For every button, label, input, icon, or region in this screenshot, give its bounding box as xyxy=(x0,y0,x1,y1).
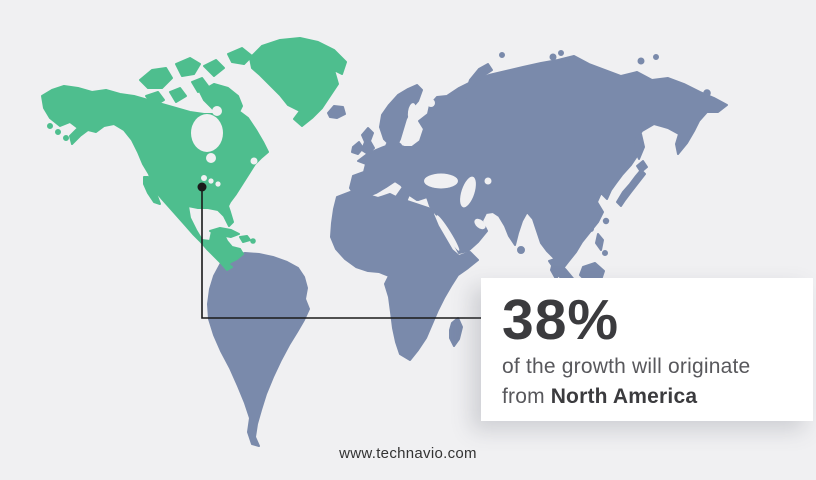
stat-callout-card: 38% of the growth will originate from Nor… xyxy=(481,278,813,421)
stat-region-name: North America xyxy=(550,385,698,408)
region-scandinavia xyxy=(379,84,423,146)
great-lake-1 xyxy=(201,175,207,181)
island-arctic-5 xyxy=(637,57,645,65)
island-philippines xyxy=(595,233,604,251)
stat-description-line2: from North America xyxy=(502,382,813,412)
island-hispaniola xyxy=(239,235,251,243)
callout-connector xyxy=(197,182,481,319)
island-aleutian-3 xyxy=(63,135,69,141)
island-arctic-6 xyxy=(653,54,659,60)
baltic-sea xyxy=(401,120,417,146)
hudson-bay xyxy=(191,114,223,152)
island-cuba xyxy=(209,227,240,238)
white-sea xyxy=(427,99,435,107)
island-wrangel xyxy=(703,89,711,97)
region-ireland xyxy=(351,141,364,155)
connector-line xyxy=(201,187,481,319)
island-aleutian-2 xyxy=(55,129,61,135)
island-novaya-zemlya xyxy=(465,63,493,99)
island-arctic-ca-3 xyxy=(169,87,187,103)
map-inland-water-base xyxy=(401,99,492,251)
region-south-america xyxy=(207,252,310,447)
stat-description-prefix: from xyxy=(502,385,545,408)
island-puerto-rico xyxy=(250,238,256,244)
gulf-of-bothnia xyxy=(407,103,417,121)
island-victoria xyxy=(139,67,173,89)
region-great-britain xyxy=(361,127,375,155)
island-taiwan xyxy=(602,217,610,225)
island-devon xyxy=(203,59,225,77)
island-arctic-1 xyxy=(549,53,557,61)
island-sakhalin xyxy=(634,133,645,160)
map-inland-water-highlight xyxy=(191,106,258,187)
region-africa xyxy=(330,191,479,361)
gulf-of-st-lawrence xyxy=(250,157,258,165)
map-highlight-region-north-america xyxy=(41,37,347,271)
island-arctic-3 xyxy=(565,58,571,64)
marker-dot xyxy=(197,182,207,192)
james-bay xyxy=(206,153,216,163)
great-lake-2 xyxy=(208,178,214,184)
island-arctic-4 xyxy=(499,52,505,58)
island-hainan xyxy=(588,226,594,232)
stat-description-line1: of the growth will originate xyxy=(502,355,751,378)
island-baffin xyxy=(199,83,243,127)
hudson-strait xyxy=(212,106,222,116)
island-arctic-ca-4 xyxy=(191,77,209,93)
island-arctic-ca-1 xyxy=(175,57,201,77)
stat-value: 38% xyxy=(502,288,620,352)
great-lake-3 xyxy=(215,181,221,187)
island-arctic-ca-2 xyxy=(145,91,165,107)
island-arctic-2 xyxy=(558,50,564,56)
island-mindanao xyxy=(602,250,608,256)
persian-gulf xyxy=(474,218,486,230)
region-greenland xyxy=(249,37,347,127)
island-sri-lanka xyxy=(517,246,525,254)
region-baja-california xyxy=(143,176,161,205)
region-madagascar xyxy=(449,317,463,347)
island-ellesmere xyxy=(227,47,253,65)
caspian-sea xyxy=(460,176,476,208)
aral-sea xyxy=(484,177,492,185)
footer-source-url[interactable]: www.technavio.com xyxy=(339,445,477,462)
black-sea xyxy=(424,173,458,189)
region-iceland xyxy=(327,105,346,119)
red-sea xyxy=(436,215,460,251)
island-hokkaido xyxy=(636,160,648,173)
island-aleutian-1 xyxy=(47,123,53,129)
region-japan xyxy=(616,169,646,207)
